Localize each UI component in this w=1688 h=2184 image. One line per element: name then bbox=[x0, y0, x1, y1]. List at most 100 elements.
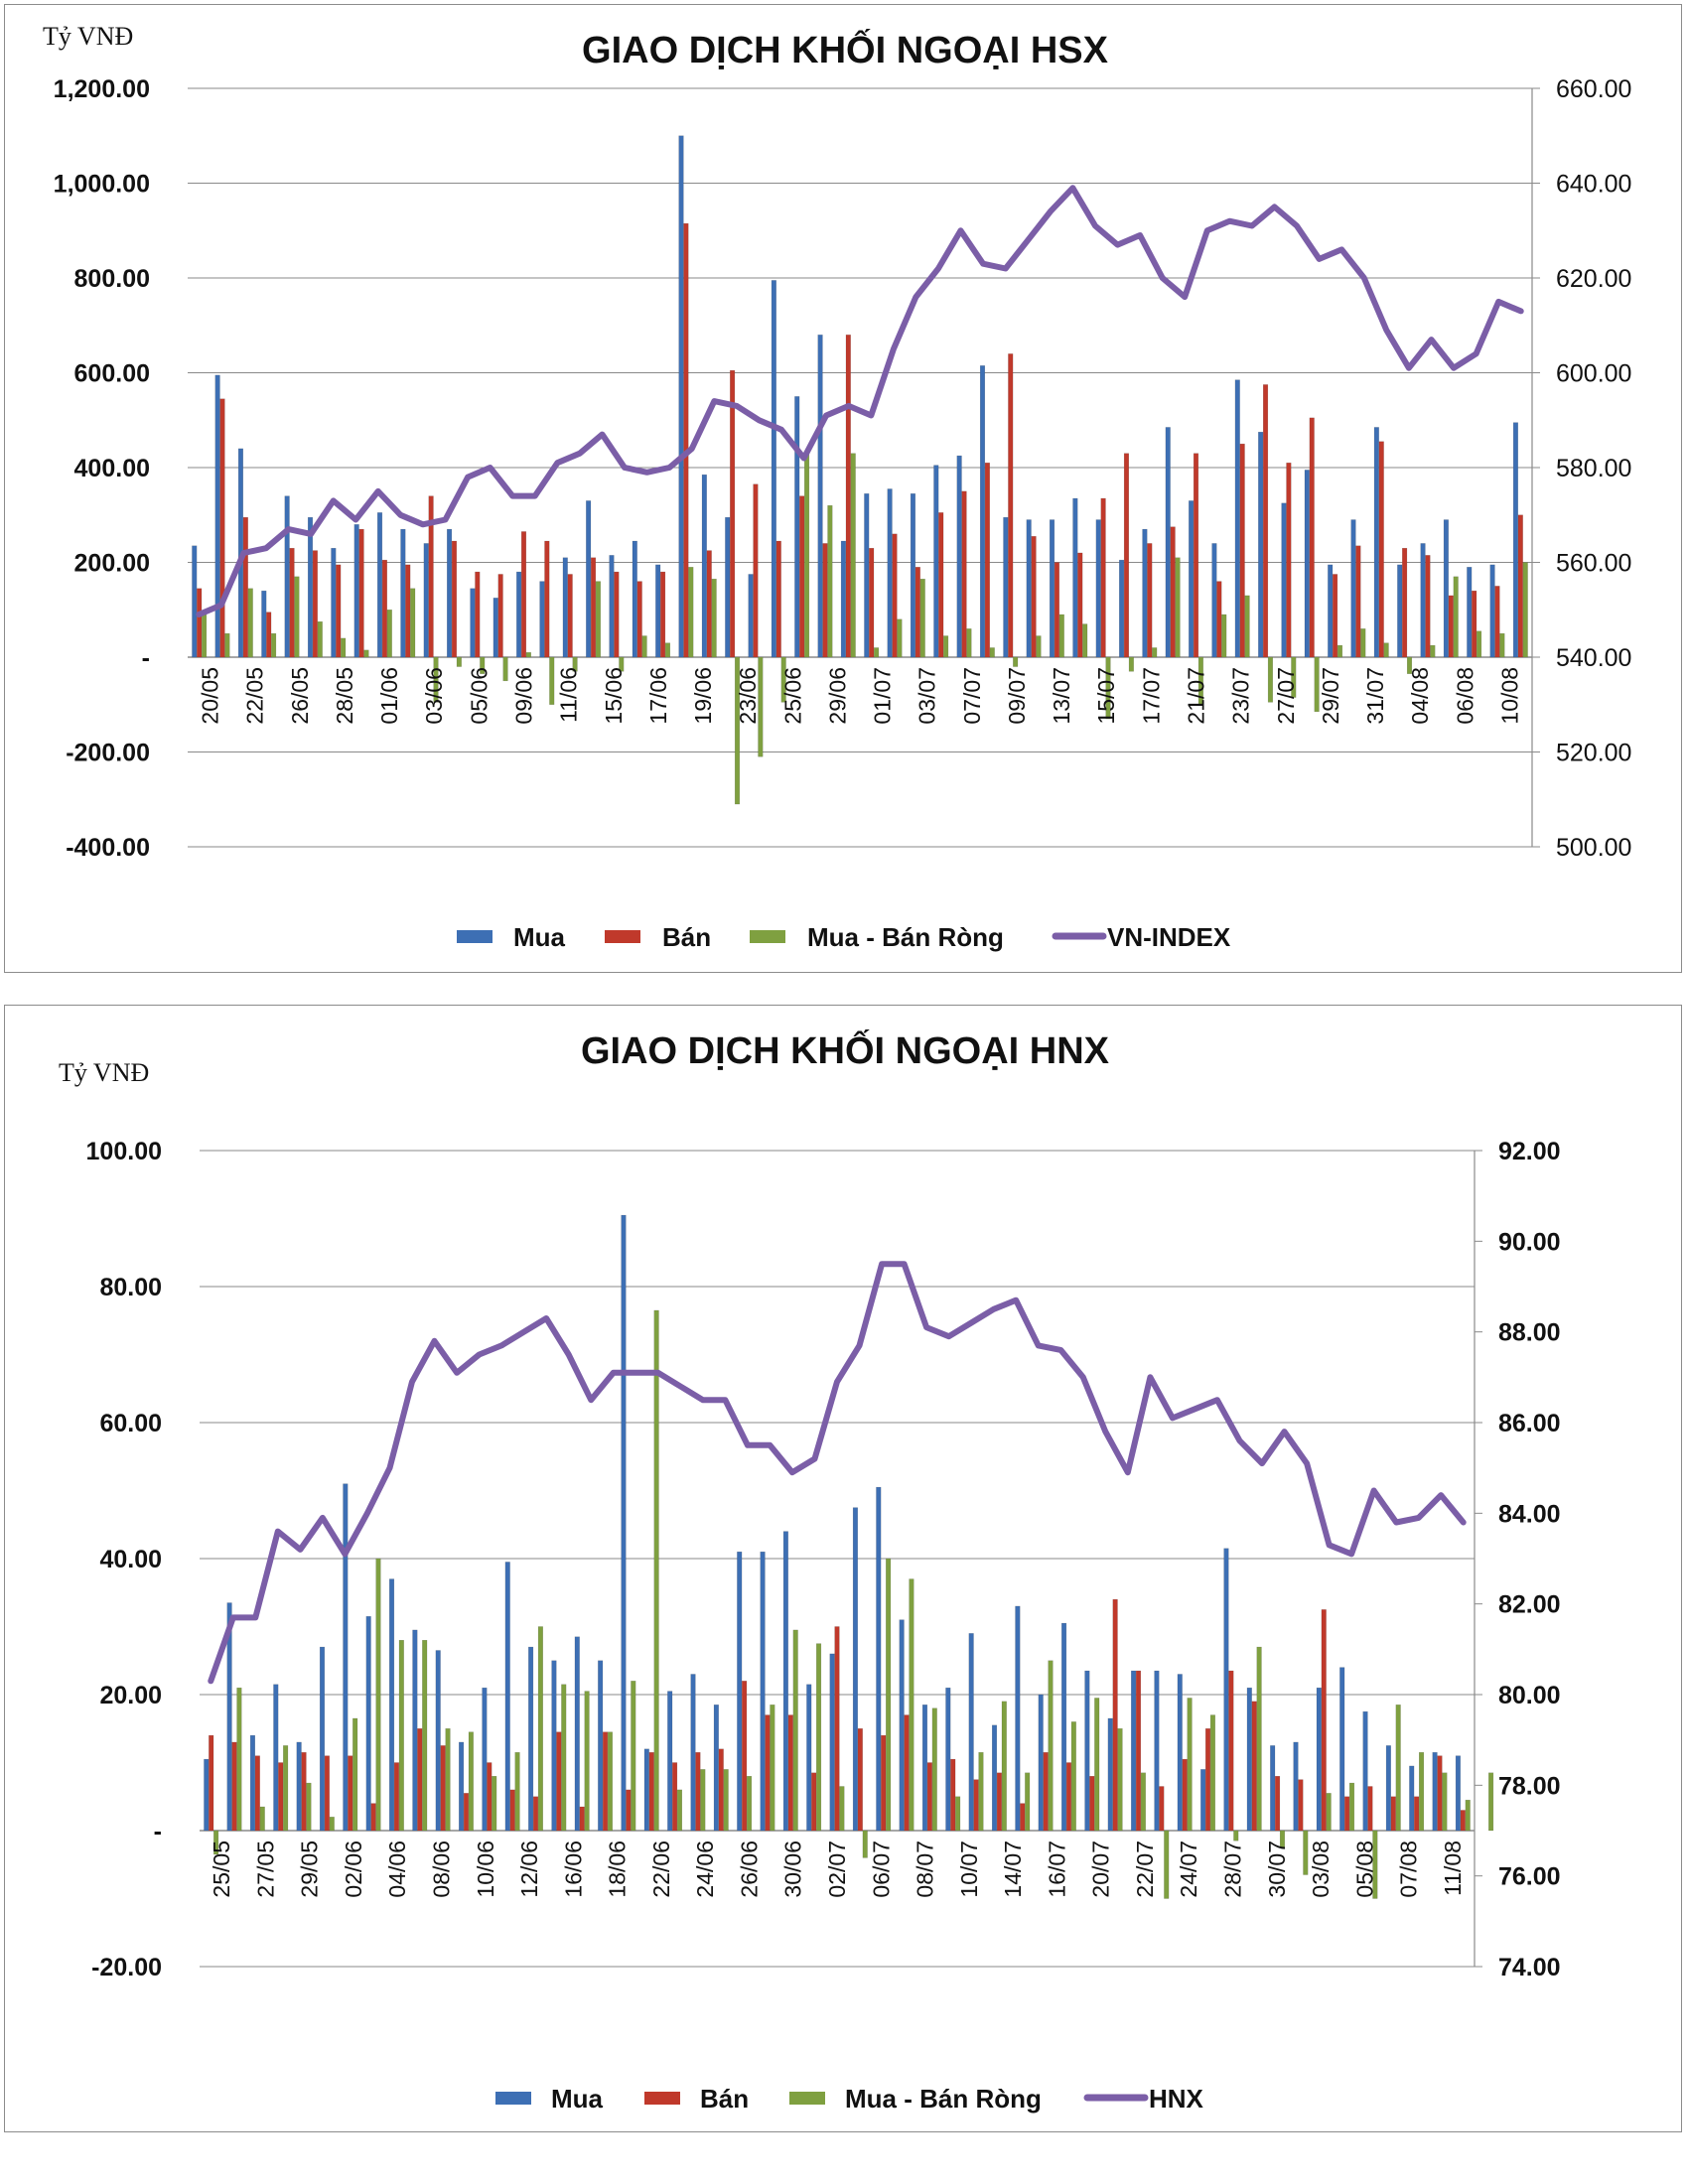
bar-rong bbox=[1326, 1793, 1332, 1832]
bar-ban bbox=[660, 571, 666, 658]
bar-ban bbox=[1135, 1670, 1142, 1832]
bar-mua bbox=[1467, 567, 1473, 658]
bar-rong bbox=[283, 1745, 289, 1832]
bar-rong bbox=[1197, 656, 1203, 705]
legend-swatch-buy bbox=[457, 930, 492, 943]
bar-rong bbox=[1395, 1705, 1401, 1832]
bar-ban bbox=[487, 1762, 492, 1832]
bar-rong bbox=[631, 1681, 636, 1832]
bar-mua bbox=[447, 528, 453, 658]
bar-mua bbox=[1026, 519, 1032, 658]
bar-mua bbox=[1142, 528, 1148, 658]
y-tick-label: -400.00 bbox=[66, 834, 150, 862]
bar-ban bbox=[1298, 1779, 1304, 1832]
bar-ban bbox=[428, 495, 434, 658]
bar-rong bbox=[1430, 644, 1436, 658]
bar-mua bbox=[551, 1660, 557, 1832]
x-tick-label: 11/06 bbox=[556, 667, 582, 723]
legend-label-sell: Bán bbox=[662, 922, 711, 952]
bar-mua bbox=[1328, 564, 1334, 658]
x-tick-label: 29/07 bbox=[1318, 667, 1343, 725]
bar-ban bbox=[914, 567, 920, 658]
bar-rong bbox=[410, 588, 416, 658]
bar-ban bbox=[544, 540, 550, 658]
bar-rong bbox=[1256, 1646, 1262, 1832]
bar-ban bbox=[1251, 1701, 1257, 1832]
x-tick-label: 17/07 bbox=[1138, 667, 1164, 725]
bar-rong bbox=[1094, 1698, 1100, 1832]
x-tick-label: 22/06 bbox=[648, 1841, 674, 1898]
bar-rong bbox=[1244, 595, 1250, 658]
bar-rong bbox=[723, 1769, 729, 1832]
bar-ban bbox=[1216, 581, 1222, 658]
bar-mua bbox=[829, 1653, 835, 1832]
y2-tick-label: 560.00 bbox=[1556, 550, 1631, 578]
bar-mua bbox=[1339, 1667, 1345, 1832]
bar-ban bbox=[892, 533, 898, 658]
bar-mua bbox=[598, 1660, 604, 1832]
bar-rong bbox=[1336, 644, 1343, 658]
legend-label-index: HNX bbox=[1149, 2084, 1204, 2114]
y-tick-label: 1,200.00 bbox=[54, 75, 150, 103]
bar-rong bbox=[306, 1782, 312, 1832]
x-tick-label: 27/05 bbox=[252, 1841, 278, 1898]
bar-ban bbox=[1275, 1776, 1281, 1832]
bar-mua bbox=[1455, 1755, 1461, 1832]
bar-mua bbox=[1095, 519, 1101, 658]
y2-tick-label: 600.00 bbox=[1556, 360, 1631, 388]
bar-rong bbox=[1465, 1799, 1471, 1832]
x-tick-label: 25/06 bbox=[779, 667, 805, 725]
bar-ban bbox=[393, 1762, 399, 1832]
bar-mua bbox=[852, 1507, 858, 1832]
bar-rong bbox=[909, 1578, 914, 1832]
y-tick-label: -200.00 bbox=[66, 740, 150, 767]
bar-mua bbox=[782, 1531, 788, 1832]
bar-ban bbox=[463, 1793, 470, 1832]
bar-rong bbox=[595, 581, 601, 658]
bar-rong bbox=[746, 1776, 753, 1832]
bar-ban bbox=[1159, 1786, 1165, 1832]
x-tick-label: 26/05 bbox=[287, 667, 313, 725]
legend-label-sell: Bán bbox=[700, 2084, 749, 2114]
bar-ban bbox=[532, 1796, 539, 1832]
bar-mua bbox=[771, 280, 776, 658]
bar-rong bbox=[734, 656, 741, 805]
bar-rong bbox=[653, 1309, 659, 1832]
bar-mua bbox=[470, 588, 476, 658]
hsx-chart: GIAO DỊCH KHỐI NGOẠI HSX Tỷ VNĐ 1,200.00… bbox=[43, 22, 1631, 952]
bar-rong bbox=[1152, 647, 1158, 658]
index-line bbox=[196, 185, 1524, 617]
bar-mua bbox=[574, 1636, 580, 1832]
x-tick-label: 27/07 bbox=[1273, 667, 1299, 725]
bar-rong bbox=[700, 1769, 706, 1832]
bar-ban bbox=[405, 564, 411, 658]
bar-rong bbox=[1233, 1830, 1239, 1842]
bar-mua bbox=[806, 1684, 812, 1832]
bar-mua bbox=[504, 1562, 510, 1832]
x-tick-label: 28/05 bbox=[332, 667, 357, 725]
bar-rong bbox=[1164, 1830, 1170, 1899]
bar-rong bbox=[676, 1789, 683, 1832]
bar-ban bbox=[1112, 1598, 1118, 1832]
y2-tick-label: 90.00 bbox=[1498, 1228, 1561, 1256]
bar-mua bbox=[701, 474, 707, 658]
chart-title: GIAO DỊCH KHỐI NGOẠI HSX bbox=[582, 27, 1109, 71]
bar-mua bbox=[1061, 1622, 1067, 1832]
bar-ban bbox=[1355, 545, 1361, 658]
bar-ban bbox=[1228, 1670, 1234, 1832]
x-tick-label: 08/06 bbox=[429, 1841, 455, 1898]
bar-mua bbox=[400, 528, 406, 658]
bar-mua bbox=[296, 1741, 302, 1832]
bar-mua bbox=[1165, 427, 1171, 658]
bar-mua bbox=[910, 493, 915, 658]
legend-label-net: Mua - Bán Ròng bbox=[845, 2084, 1042, 2114]
x-tick-label: 30/06 bbox=[780, 1841, 806, 1898]
bar-ban bbox=[996, 1772, 1002, 1832]
bar-rong bbox=[1036, 635, 1042, 658]
bar-mua bbox=[1316, 1687, 1322, 1832]
bar-ban bbox=[1043, 1752, 1049, 1832]
bar-mua bbox=[1049, 519, 1055, 658]
x-tick-label: 08/07 bbox=[913, 1841, 938, 1898]
bar-mua bbox=[1432, 1752, 1438, 1832]
bar-rong bbox=[1406, 656, 1413, 674]
